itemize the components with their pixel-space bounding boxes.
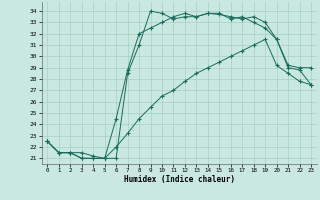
X-axis label: Humidex (Indice chaleur): Humidex (Indice chaleur) xyxy=(124,175,235,184)
